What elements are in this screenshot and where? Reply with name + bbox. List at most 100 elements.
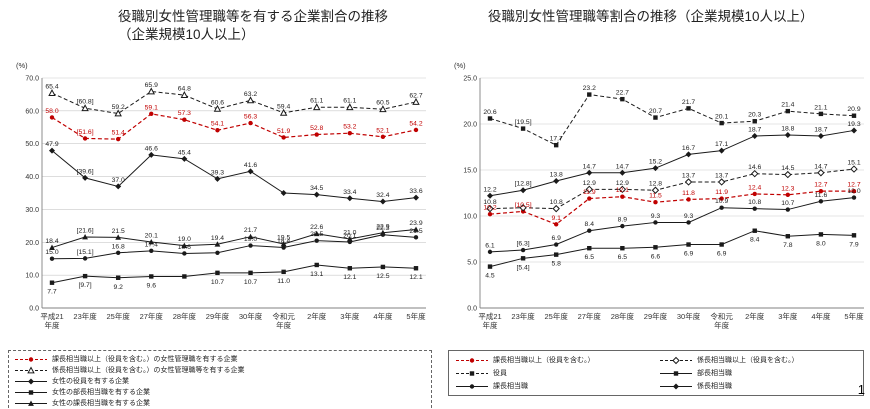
series-markers-1 [48,87,420,117]
svg-text:8.4: 8.4 [585,221,595,228]
legend-swatch-diamond-solid [15,378,47,384]
svg-text:18.4: 18.4 [45,238,58,245]
svg-text:[19.5]: [19.5] [515,119,532,126]
series-labels-3: 4.5 [5.4] 5.8 6.5 6.5 6.6 6.9 6.9 8.4 7.8 8.0 7.9 [485,237,859,280]
gridlines [42,77,426,309]
svg-text:20.7: 20.7 [649,108,662,115]
svg-text:33.6: 33.6 [409,188,422,195]
svg-text:22.3: 22.3 [376,225,389,232]
svg-text:4年度: 4年度 [811,311,831,321]
svg-text:70.0: 70.0 [25,76,39,83]
right-chart-title: 役職別女性管理職等割合の推移（企業規模10人以上） [488,9,814,24]
svg-text:9.2: 9.2 [113,284,123,291]
svg-text:56.3: 56.3 [244,114,257,121]
svg-text:29年度: 29年度 [644,311,668,321]
svg-text:12.0: 12.0 [847,188,860,195]
svg-text:21.5: 21.5 [409,228,422,235]
svg-text:平成21: 平成21 [478,311,501,321]
svg-text:59.4: 59.4 [277,103,290,110]
svg-text:29年度: 29年度 [206,311,230,321]
svg-text:20.1: 20.1 [715,114,728,121]
svg-text:33.4: 33.4 [343,189,356,196]
svg-text:21.1: 21.1 [814,104,827,111]
svg-text:6.9: 6.9 [717,251,727,258]
svg-text:11.9: 11.9 [715,189,728,196]
svg-text:21.4: 21.4 [781,102,794,109]
svg-text:8.4: 8.4 [750,237,760,244]
legend-item: 係長相当職以上（役員を含む。）の女性管理職等を有する企業 [14,365,426,375]
series-markers-3 [49,262,419,285]
svg-text:20.3: 20.3 [748,112,761,119]
legend-item: 部長相当職 [659,368,857,378]
svg-text:28年度: 28年度 [173,311,197,321]
svg-text:45.4: 45.4 [178,149,191,156]
svg-text:16.7: 16.7 [682,145,695,152]
svg-text:25.0: 25.0 [463,76,477,83]
series-labels-1: 65.4 [60.8] 59.2 65.9 64.8 60.6 63.2 59.4 61.1 61… [45,82,422,111]
svg-text:6.9: 6.9 [684,251,694,258]
svg-text:17.1: 17.1 [715,141,728,148]
svg-text:20.0: 20.0 [25,240,39,247]
right-chart-legend: 課長相当職以上（役員を含む。） 係長相当職以上（役員を含む。） 役員 部長相当職 課長相… [448,350,864,396]
svg-text:令和元: 令和元 [272,311,295,321]
svg-text:25年度: 25年度 [107,311,131,321]
svg-text:13.8: 13.8 [550,172,563,179]
svg-text:6.5: 6.5 [618,254,628,261]
series-line-0 [489,190,854,225]
legend-label: 課長相当職以上（役員を含む。） [493,357,595,364]
svg-text:65.9: 65.9 [145,82,158,89]
svg-text:15.1: 15.1 [847,160,860,167]
svg-text:58.0: 58.0 [45,108,58,115]
svg-text:7.8: 7.8 [783,242,793,249]
series-labels-3: 7.7 [9.7] 9.2 9.6 10.7 10.7 11.0 13.1 12.1 12.5 12… [47,271,423,296]
svg-text:50.0: 50.0 [25,141,39,148]
svg-text:11.5: 11.5 [649,193,662,200]
legend-swatch-circle-solid [456,383,488,389]
svg-text:20.1: 20.1 [145,232,158,239]
svg-text:9.1: 9.1 [551,215,561,222]
svg-text:59.1: 59.1 [145,104,158,111]
svg-text:23年度: 23年度 [511,311,535,321]
svg-text:[9.7]: [9.7] [78,282,91,289]
svg-text:11.9: 11.9 [583,189,596,196]
svg-text:25年度: 25年度 [545,311,569,321]
svg-text:59.2: 59.2 [112,104,125,111]
svg-text:12.4: 12.4 [748,184,761,191]
svg-text:[15.1]: [15.1] [77,249,94,256]
svg-text:8.0: 8.0 [816,240,826,247]
svg-text:21.0: 21.0 [343,230,356,237]
svg-text:20.9: 20.9 [847,106,860,113]
svg-text:47.9: 47.9 [45,141,58,148]
svg-text:9.3: 9.3 [651,213,661,220]
svg-text:7.7: 7.7 [47,289,57,296]
series-line-5 [51,234,417,260]
svg-text:17.4: 17.4 [145,241,158,248]
legend-item: 女性の役員を有する企業 [14,376,426,386]
legend-label: 課長相当職以上（役員を含む。）の女性管理職を有する企業 [52,356,238,363]
series-markers-3 [487,228,857,269]
svg-text:16.8: 16.8 [112,243,125,250]
svg-text:12.7: 12.7 [814,182,827,189]
svg-text:60.0: 60.0 [25,108,39,115]
svg-text:51.9: 51.9 [277,128,290,135]
series-labels-0: 58.0 [51.6] 51.4 59.1 57.3 54.1 56.3 51.9 52.8 53… [45,104,422,136]
svg-text:13.1: 13.1 [310,271,323,278]
legend-item: 女性の課長相当職を有する企業 [14,398,426,408]
svg-text:20.1: 20.1 [343,232,356,239]
legend-label: 女性の役員を有する企業 [52,378,129,385]
left-chart-legend: 課長相当職以上（役員を含む。）の女性管理職を有する企業係長相当職以上（役員を含む… [8,350,432,409]
svg-text:30年度: 30年度 [677,311,701,321]
y-axis-labels: 0.0 5.0 10.0 15.0 20.0 25.0 [463,76,477,313]
svg-text:39.3: 39.3 [211,169,224,176]
series-line-5 [489,129,855,197]
svg-text:年度: 年度 [483,320,498,330]
svg-text:20.0: 20.0 [463,122,477,129]
series-markers-5 [487,127,857,199]
svg-text:5.8: 5.8 [551,261,561,268]
svg-text:46.6: 46.6 [145,145,158,152]
svg-text:19.0: 19.0 [244,236,257,243]
right-chart-panel: 役職別女性管理職等割合の推移（企業規模10人以上） 0.0 5.0 10.0 15.0… [444,0,868,409]
svg-text:53.2: 53.2 [343,124,356,131]
svg-text:23.9: 23.9 [409,220,422,227]
